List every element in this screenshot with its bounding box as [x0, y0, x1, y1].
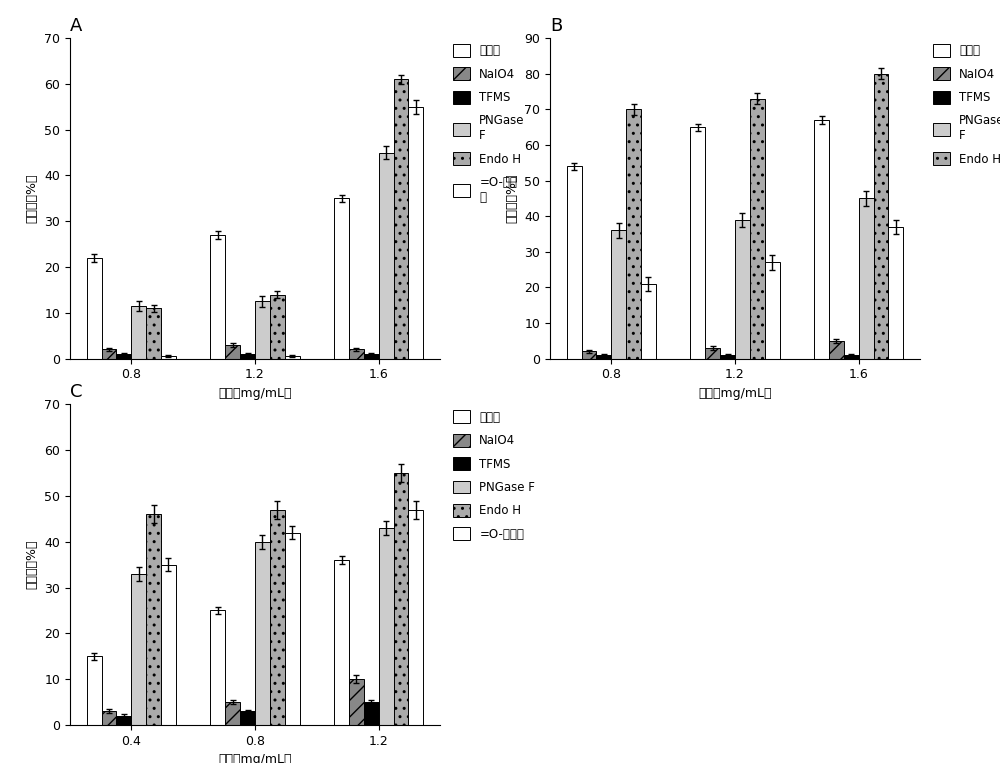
Bar — [364, 702, 379, 725]
Bar — [116, 716, 131, 725]
Bar — [596, 355, 611, 359]
Legend: 糖蛋白, NaIO4, TFMS, PNGase
F, Endo H: 糖蛋白, NaIO4, TFMS, PNGase F, Endo H — [933, 44, 1000, 166]
Bar — [349, 679, 364, 725]
Bar — [364, 354, 379, 359]
Y-axis label: 清除率（%）: 清除率（%） — [26, 174, 39, 223]
Bar — [255, 301, 270, 359]
Bar — [567, 166, 582, 359]
Bar — [161, 356, 176, 359]
Bar — [705, 348, 720, 359]
Bar — [750, 98, 765, 359]
Bar — [814, 120, 829, 359]
Bar — [829, 341, 844, 359]
Bar — [131, 306, 146, 359]
Bar — [641, 284, 656, 359]
Bar — [408, 510, 423, 725]
Bar — [255, 542, 270, 725]
Bar — [690, 127, 705, 359]
Bar — [874, 74, 888, 359]
Bar — [225, 702, 240, 725]
Bar — [146, 308, 161, 359]
Bar — [240, 354, 255, 359]
Y-axis label: 清除率（%）: 清除率（%） — [506, 174, 519, 223]
Bar — [102, 711, 116, 725]
Bar — [379, 153, 394, 359]
Bar — [285, 533, 300, 725]
Bar — [131, 574, 146, 725]
Bar — [626, 109, 641, 359]
Bar — [270, 295, 285, 359]
X-axis label: 浓度（mg/mL）: 浓度（mg/mL） — [698, 387, 772, 400]
Bar — [394, 79, 408, 359]
Bar — [765, 262, 780, 359]
X-axis label: 浓度（mg/mL）: 浓度（mg/mL） — [218, 753, 292, 763]
Bar — [240, 711, 255, 725]
Bar — [210, 610, 225, 725]
Text: C: C — [70, 384, 82, 401]
Bar — [225, 345, 240, 359]
Bar — [87, 656, 102, 725]
Bar — [87, 258, 102, 359]
Bar — [379, 528, 394, 725]
Bar — [146, 514, 161, 725]
Bar — [735, 220, 750, 359]
Text: B: B — [550, 18, 562, 35]
X-axis label: 浓度（mg/mL）: 浓度（mg/mL） — [218, 387, 292, 400]
Bar — [334, 198, 349, 359]
Bar — [349, 349, 364, 359]
Bar — [859, 198, 874, 359]
Bar — [844, 355, 859, 359]
Legend: 糖蛋白, NaIO4, TFMS, PNGase F, Endo H, =O-糖苷酶: 糖蛋白, NaIO4, TFMS, PNGase F, Endo H, =O-糖… — [453, 410, 535, 541]
Bar — [270, 510, 285, 725]
Bar — [116, 354, 131, 359]
Y-axis label: 清除率（%）: 清除率（%） — [26, 540, 39, 589]
Text: A: A — [70, 18, 82, 35]
Bar — [720, 355, 735, 359]
Bar — [582, 352, 596, 359]
Bar — [408, 107, 423, 359]
Legend: 糖蛋白, NaIO4, TFMS, PNGase
F, Endo H, =O-糖苷
酶: 糖蛋白, NaIO4, TFMS, PNGase F, Endo H, =O-糖… — [453, 44, 525, 204]
Bar — [102, 349, 116, 359]
Bar — [334, 560, 349, 725]
Bar — [888, 227, 903, 359]
Bar — [285, 356, 300, 359]
Bar — [611, 230, 626, 359]
Bar — [210, 235, 225, 359]
Bar — [394, 473, 408, 725]
Bar — [161, 565, 176, 725]
